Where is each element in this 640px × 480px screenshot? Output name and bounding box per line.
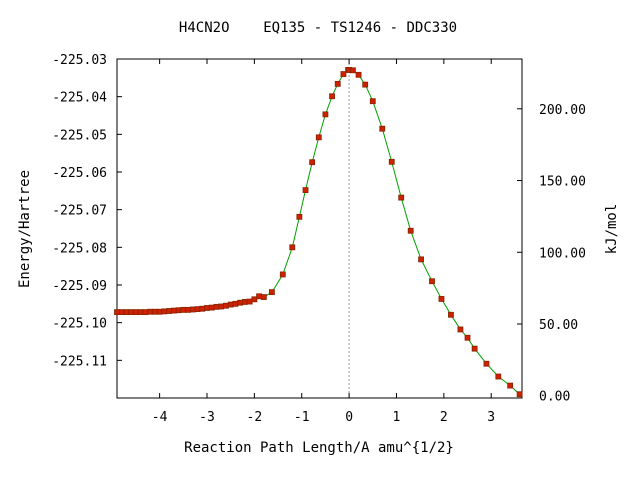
data-point xyxy=(322,111,329,118)
data-point xyxy=(204,305,210,311)
x-axis-label: Reaction Path Length/A amu^{1/2} xyxy=(184,440,454,456)
data-point xyxy=(334,80,341,87)
y2-tick-label: 0.00 xyxy=(539,390,570,405)
data-point xyxy=(194,306,201,313)
y2-tick-label: 50.00 xyxy=(539,318,578,333)
y-tick-label: -225.06 xyxy=(52,166,107,181)
data-point xyxy=(340,71,347,77)
data-point xyxy=(199,305,206,312)
data-point xyxy=(296,213,303,220)
data-point xyxy=(170,307,177,314)
data-point xyxy=(161,308,168,315)
data-point xyxy=(241,299,248,305)
y-tick-label: -225.08 xyxy=(52,241,107,256)
series-line xyxy=(117,69,520,395)
data-point xyxy=(362,81,369,88)
data-point xyxy=(438,296,445,302)
data-point xyxy=(279,271,286,278)
data-point xyxy=(246,298,253,305)
data-point xyxy=(349,67,356,74)
y-tick-label: -225.09 xyxy=(52,279,107,294)
plot-frame xyxy=(116,58,523,399)
x-tick-label: 2 xyxy=(440,410,448,425)
data-point xyxy=(448,311,454,318)
data-point xyxy=(429,278,435,285)
data-point xyxy=(309,159,316,166)
y-axis-left-ticks: -225.03 -225.04 -225.05 -225.06 -225.07 -225.… xyxy=(52,53,122,369)
data-point xyxy=(142,309,149,316)
data-point xyxy=(256,293,263,300)
data-point xyxy=(180,306,187,313)
data-point xyxy=(185,306,191,313)
data-point xyxy=(464,334,471,341)
x-tick-label: -1 xyxy=(294,410,310,425)
y-axis-right-label: kJ/mol xyxy=(604,204,620,255)
y-tick-label: -225.05 xyxy=(52,128,107,143)
data-point xyxy=(114,309,120,316)
data-point xyxy=(156,308,163,315)
data-point xyxy=(128,309,135,316)
data-point xyxy=(147,308,154,315)
series-energy xyxy=(114,67,523,398)
data-point xyxy=(457,326,464,333)
data-point xyxy=(495,373,502,380)
data-point xyxy=(407,227,414,234)
y2-tick-label: 200.00 xyxy=(539,103,586,118)
data-point xyxy=(237,299,244,306)
data-point xyxy=(369,98,376,105)
data-point xyxy=(260,294,267,300)
data-point xyxy=(418,256,425,263)
data-point xyxy=(227,301,234,308)
data-point xyxy=(516,391,523,398)
data-point xyxy=(137,309,144,316)
data-point xyxy=(232,300,239,307)
data-point xyxy=(289,244,296,251)
y-axis-right-ticks: 0.00 50.00 100.00 150.00 200.00 xyxy=(517,103,586,405)
data-point xyxy=(251,296,258,303)
data-point xyxy=(355,71,362,78)
data-point xyxy=(302,187,309,193)
data-point xyxy=(118,309,125,316)
data-point xyxy=(268,289,275,296)
data-point xyxy=(151,308,158,315)
data-point xyxy=(218,303,225,310)
x-tick-label: 3 xyxy=(487,410,495,425)
data-point xyxy=(388,158,395,165)
data-point xyxy=(166,308,173,314)
data-point xyxy=(208,304,215,311)
y-tick-label: -225.11 xyxy=(52,354,107,369)
data-point xyxy=(123,309,130,316)
data-point xyxy=(133,309,139,316)
data-point xyxy=(471,345,478,352)
x-tick-label: 1 xyxy=(393,410,401,425)
data-point xyxy=(507,382,514,389)
y2-tick-label: 100.00 xyxy=(539,246,586,261)
y-tick-label: -225.10 xyxy=(52,317,107,332)
data-point xyxy=(315,134,322,141)
x-tick-label: -3 xyxy=(199,410,215,425)
y-tick-label: -225.07 xyxy=(52,204,107,219)
y-tick-label: -225.03 xyxy=(52,53,107,68)
x-tick-label: -4 xyxy=(152,410,168,425)
data-point xyxy=(329,93,335,100)
y2-tick-label: 150.00 xyxy=(539,175,586,190)
y-axis-left-label: Energy/Hartree xyxy=(17,170,33,288)
data-point xyxy=(189,306,196,313)
x-tick-label: -2 xyxy=(247,410,263,425)
y-tick-label: -225.04 xyxy=(52,91,107,106)
x-tick-label: 0 xyxy=(345,410,353,425)
x-axis-ticks: -4 -3 -2 -1 0 1 2 3 xyxy=(152,59,495,425)
data-point xyxy=(379,125,386,132)
data-point xyxy=(175,307,182,314)
data-points xyxy=(114,67,523,398)
data-point xyxy=(213,303,220,310)
data-point xyxy=(483,360,490,367)
data-point xyxy=(223,302,229,309)
data-point xyxy=(398,194,405,201)
chart-title: H4CN2O EQ135 - TS1246 - DDC330 xyxy=(179,20,457,36)
